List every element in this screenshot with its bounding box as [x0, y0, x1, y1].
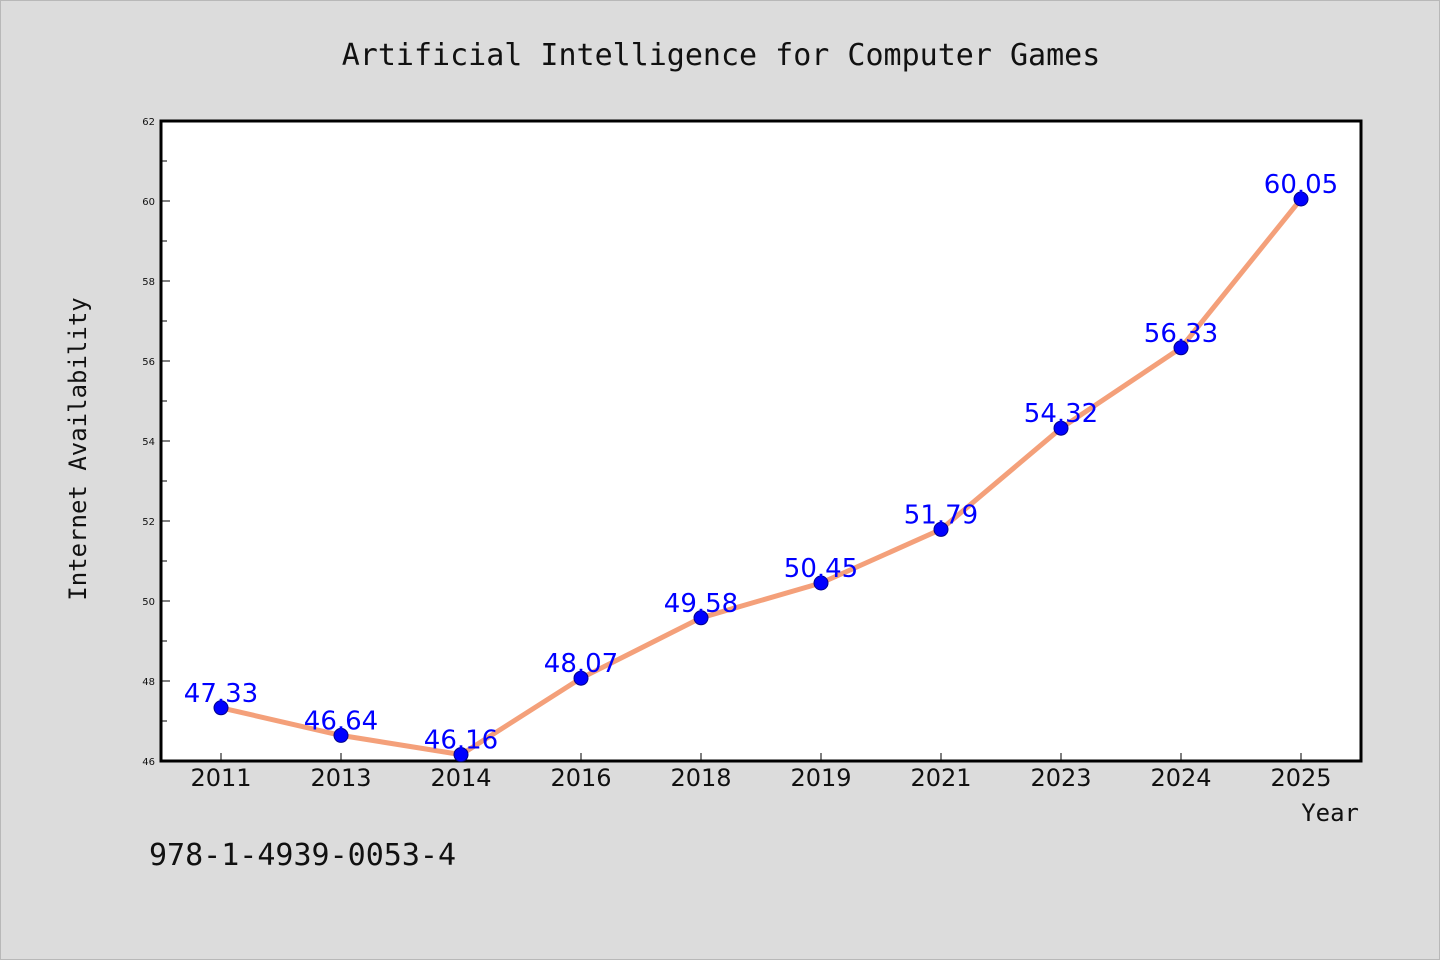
y-axis: 46 48 50 52 54 56 58 60 62	[142, 117, 170, 768]
data-label: 56.33	[1144, 319, 1218, 349]
y-axis-label: Internet Availability	[64, 297, 92, 600]
data-label: 54.32	[1024, 399, 1098, 429]
x-tick-label: 2025	[1270, 764, 1331, 792]
data-point	[1053, 420, 1069, 436]
y-tick-label: 62	[142, 117, 155, 128]
x-tick-label: 2024	[1150, 764, 1211, 792]
data-point	[1173, 340, 1189, 356]
data-point	[693, 610, 709, 626]
x-tick-label: 2014	[430, 764, 491, 792]
data-point	[1293, 191, 1309, 207]
data-label: 47.33	[184, 679, 258, 709]
data-point	[573, 670, 589, 686]
data-label: 51.79	[904, 500, 978, 530]
plot-area	[159, 119, 1363, 763]
x-tick-label: 2018	[670, 764, 731, 792]
data-label: 48.07	[544, 649, 618, 679]
y-tick-label: 52	[142, 517, 155, 528]
x-tick-label: 2021	[910, 764, 971, 792]
data-label: 60.05	[1264, 170, 1338, 200]
y-tick-label: 60	[142, 197, 155, 208]
x-axis-label: Year	[1301, 799, 1359, 827]
x-tick-label: 2016	[550, 764, 611, 792]
y-tick-label: 46	[142, 757, 155, 768]
data-point	[453, 747, 469, 763]
chart-title: Artificial Intelligence for Computer Gam…	[342, 38, 1101, 73]
data-label: 46.64	[304, 706, 378, 736]
data-point	[813, 575, 829, 591]
x-tick-label: 2023	[1030, 764, 1091, 792]
x-tick-label: 2013	[310, 764, 371, 792]
data-point	[933, 521, 949, 537]
y-tick-label: 50	[142, 597, 155, 608]
x-tick-label: 2011	[190, 764, 251, 792]
data-point	[213, 700, 229, 716]
x-axis: 2011 2013 2014 2016 2018 2019 2021 2023 2024 2025	[190, 753, 1332, 792]
data-point	[333, 727, 349, 743]
x-tick-label: 2019	[790, 764, 851, 792]
data-labels: 47.33 46.64 46.16 48.07 49.58 50.45 51.79 54.32…	[184, 170, 1338, 756]
y-tick-label: 58	[142, 277, 155, 288]
data-points	[213, 191, 1309, 763]
data-label: 46.16	[424, 726, 498, 756]
y-tick-label: 56	[142, 357, 155, 368]
data-label: 50.45	[784, 554, 858, 584]
series-line	[218, 196, 1304, 758]
data-label: 49.58	[664, 589, 738, 619]
y-tick-label: 54	[142, 437, 155, 448]
y-tick-label: 48	[142, 677, 155, 688]
isbn-text: 978-1-4939-0053-4	[149, 838, 456, 873]
